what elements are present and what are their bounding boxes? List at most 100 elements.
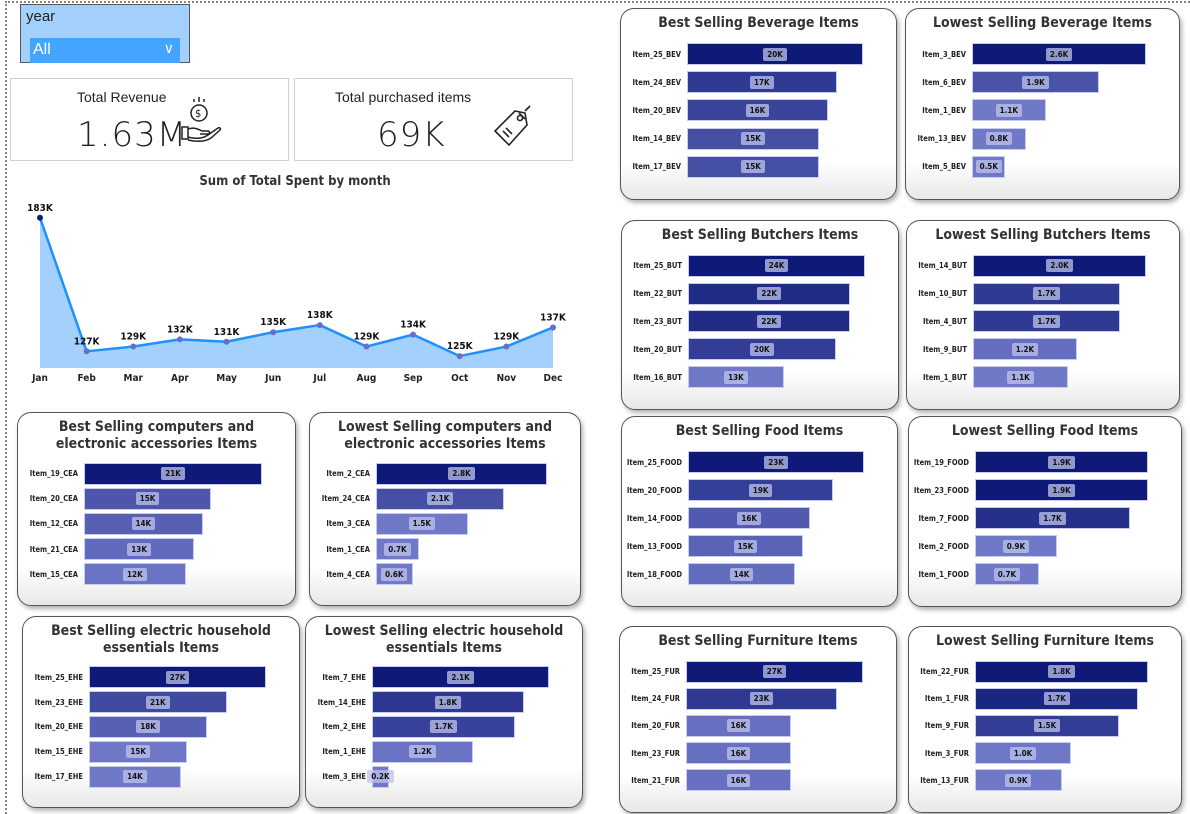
bar[interactable]: 1.7K: [973, 282, 1121, 305]
best-ehe-panel: Best Selling electric household essentia…: [22, 616, 300, 808]
bar[interactable]: 1.7K: [372, 715, 516, 738]
data-point: [550, 324, 556, 331]
category-label: Item_20_BEV: [632, 105, 681, 115]
bar[interactable]: 2.1K: [372, 666, 549, 689]
bar[interactable]: 1.2K: [372, 740, 474, 763]
data-label: 16K: [726, 719, 751, 733]
category-label: Item_13_FUR: [920, 775, 969, 785]
bar[interactable]: 0.8K: [972, 127, 1026, 150]
panel-title: Lowest Selling electric household essent…: [324, 623, 564, 656]
bar[interactable]: 0.6K: [376, 563, 413, 586]
bar-row: Item_5_BEV 0.5K: [906, 155, 1179, 178]
bar[interactable]: 24K: [688, 254, 865, 277]
x-tick-label: Feb: [77, 373, 96, 384]
bar[interactable]: 16K: [688, 507, 811, 529]
data-label: 18K: [136, 720, 160, 734]
bar[interactable]: 2.6K: [972, 43, 1146, 66]
data-label: 13K: [724, 370, 748, 384]
bar[interactable]: 1.9K: [975, 451, 1148, 473]
panel-title: Best Selling Butchers Items: [661, 227, 859, 243]
year-dropdown[interactable]: All ∨: [30, 38, 180, 63]
bar[interactable]: 1.8K: [975, 660, 1148, 683]
report-frame-top: [5, 1, 1190, 3]
bar[interactable]: 16K: [687, 99, 828, 122]
bar[interactable]: 12K: [84, 563, 186, 586]
bar-row: Item_3_CEA 1.5K: [310, 512, 580, 535]
bar-row: Item_25_FOOD 23K: [622, 451, 897, 473]
data-point: [130, 343, 137, 350]
bar[interactable]: 1.5K: [376, 512, 468, 535]
category-label: Item_9_BUT: [922, 344, 967, 354]
bar[interactable]: 22K: [688, 310, 851, 333]
bar-row: Item_1_FUR 1.7K: [909, 687, 1181, 710]
bar-track: 15K: [89, 740, 266, 763]
data-label: 0.5K: [975, 160, 1002, 174]
bar[interactable]: 15K: [687, 155, 819, 178]
bar[interactable]: 0.7K: [975, 563, 1039, 585]
bar[interactable]: 14K: [688, 563, 796, 585]
data-label: 20K: [749, 342, 774, 356]
category-label: Item_1_FOOD: [918, 569, 969, 579]
bar[interactable]: 1.1K: [972, 99, 1046, 122]
bar[interactable]: 13K: [84, 538, 195, 561]
bar[interactable]: 23K: [686, 687, 837, 710]
bar-row: Item_4_BUT 1.7K: [907, 310, 1179, 333]
data-label: 2.1K: [426, 492, 454, 506]
bar-row: Item_13_FUR 0.9K: [909, 769, 1181, 792]
bar-chart: Item_25_FUR 27K Item_24_FUR 23K Item_20_FUR 1…: [620, 650, 896, 812]
bar[interactable]: 20K: [688, 338, 836, 361]
bar[interactable]: 17K: [687, 71, 837, 94]
bar[interactable]: 21K: [89, 691, 227, 714]
category-label: Item_1_EHE: [322, 747, 366, 757]
bar[interactable]: 0.5K: [972, 155, 1006, 178]
data-label: 1.0K: [1009, 746, 1037, 760]
data-label: 15K: [126, 745, 150, 759]
bar[interactable]: 21K: [84, 462, 262, 485]
bar-row: Item_3_FUR 1.0K: [909, 742, 1181, 765]
bar[interactable]: 18K: [89, 715, 207, 738]
bar[interactable]: 19K: [688, 479, 834, 501]
bar[interactable]: 1.7K: [975, 687, 1139, 710]
line-series: [38, 217, 554, 358]
bar[interactable]: 1.9K: [975, 479, 1148, 501]
bar[interactable]: 2.0K: [973, 254, 1146, 277]
bar[interactable]: 1.2K: [973, 338, 1077, 361]
data-point: [316, 322, 323, 329]
bar[interactable]: 1.1K: [973, 366, 1069, 389]
bar[interactable]: 16K: [686, 742, 791, 765]
best-food-panel: Best Selling Food Items Item_25_FOOD 23K It…: [621, 416, 898, 607]
bar[interactable]: 0.2K: [367, 765, 394, 788]
bar[interactable]: 14K: [84, 512, 203, 535]
panel-title: Lowest Selling Beverage Items: [932, 15, 1153, 31]
bar[interactable]: 22K: [688, 282, 851, 305]
data-label: 129K: [493, 332, 520, 343]
bar[interactable]: 1.7K: [975, 507, 1130, 529]
bar[interactable]: 2.1K: [376, 487, 505, 510]
bar[interactable]: 23K: [688, 451, 864, 473]
bar-row: Item_22_FUR 1.8K: [909, 660, 1181, 683]
bar[interactable]: 16K: [686, 714, 791, 737]
bar[interactable]: 13K: [688, 366, 784, 389]
bar[interactable]: 1.9K: [972, 71, 1100, 94]
category-label: Item_14_FOOD: [626, 513, 682, 523]
bar[interactable]: 15K: [89, 740, 188, 763]
bar[interactable]: 15K: [84, 487, 212, 510]
bar[interactable]: 20K: [687, 43, 863, 66]
slicer-label: year: [26, 8, 56, 25]
bar-track: 1.7K: [973, 310, 1146, 333]
bar[interactable]: 15K: [687, 127, 819, 150]
bar[interactable]: 27K: [89, 666, 266, 689]
bar[interactable]: 0.7K: [376, 538, 419, 561]
bar[interactable]: 16K: [686, 769, 791, 792]
bar[interactable]: 1.8K: [372, 691, 524, 714]
bar[interactable]: 1.7K: [973, 310, 1121, 333]
bar[interactable]: 0.9K: [975, 535, 1057, 557]
bar[interactable]: 1.0K: [975, 742, 1072, 765]
data-label: 0.7K: [384, 542, 411, 556]
bar[interactable]: 27K: [686, 660, 863, 683]
bar[interactable]: 14K: [89, 765, 181, 788]
bar[interactable]: 1.5K: [975, 714, 1120, 737]
bar[interactable]: 2.8K: [376, 462, 547, 485]
bar[interactable]: 15K: [688, 535, 803, 557]
bar[interactable]: 0.9K: [975, 769, 1062, 792]
